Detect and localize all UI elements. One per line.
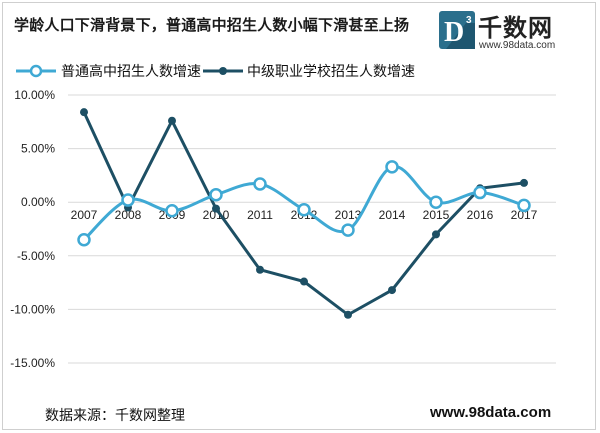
data-point-vocational bbox=[344, 310, 352, 319]
y-tick-label: -15.00% bbox=[10, 356, 55, 370]
x-tick-label: 2015 bbox=[423, 208, 450, 222]
chart-gridlines bbox=[68, 94, 556, 364]
logo-name: 千数网 bbox=[478, 14, 553, 42]
x-tick-label: 2017 bbox=[511, 208, 538, 222]
data-point-vocational bbox=[212, 204, 220, 213]
data-point-high-school bbox=[165, 204, 179, 218]
data-point-high-school bbox=[77, 232, 91, 247]
data-point-high-school bbox=[429, 195, 443, 209]
data-point-high-school bbox=[209, 187, 223, 202]
data-point-high-school bbox=[473, 185, 487, 200]
data-point-vocational bbox=[80, 108, 88, 117]
x-tick-label: 2014 bbox=[379, 208, 406, 222]
legend-marker-high-school bbox=[29, 64, 43, 78]
y-tick-label: 10.00% bbox=[14, 88, 55, 102]
data-point-high-school bbox=[517, 198, 531, 213]
brand-logo: D 3 千数网 www.98data.com bbox=[438, 9, 596, 55]
chart-legend: 普通高中招生人数增速 中级职业学校招生人数增速 bbox=[16, 63, 415, 80]
chart-frame bbox=[2, 2, 596, 430]
x-tick-label: 2011 bbox=[247, 208, 273, 222]
y-tick-label: 0.00% bbox=[21, 195, 55, 209]
y-tick-label: 5.00% bbox=[21, 142, 55, 156]
x-tick-label: 2007 bbox=[71, 208, 98, 222]
x-tick-label: 2013 bbox=[335, 208, 362, 222]
x-tick-label: 2016 bbox=[467, 208, 494, 222]
data-point-vocational bbox=[388, 286, 396, 295]
footer-site-url: www.98data.com bbox=[430, 404, 552, 421]
logo-badge-icon: D 3 bbox=[439, 11, 475, 49]
legend-label-high-school: 普通高中招生人数增速 bbox=[61, 63, 201, 80]
y-axis-ticks: 10.00% 5.00% 0.00% -5.00% -10.00% -15.00% bbox=[10, 88, 55, 370]
logo-badge-sup: 3 bbox=[466, 15, 472, 26]
x-tick-label: 2008 bbox=[115, 208, 142, 222]
y-tick-label: -10.00% bbox=[10, 302, 55, 316]
y-tick-label: -5.00% bbox=[17, 249, 55, 263]
data-point-high-school bbox=[253, 177, 267, 191]
data-point-high-school bbox=[297, 202, 311, 217]
legend-marker-vocational bbox=[219, 67, 227, 75]
chart-title: 学龄人口下滑背景下，普通高中招生人数小幅下滑甚至上扬 bbox=[14, 16, 410, 34]
logo-badge-letter: D bbox=[444, 17, 464, 48]
data-point-vocational bbox=[432, 230, 440, 239]
data-point-high-school bbox=[121, 193, 135, 207]
data-point-vocational bbox=[256, 265, 264, 274]
data-point-vocational bbox=[300, 277, 308, 286]
data-source-note: 数据来源：千数网整理 bbox=[45, 408, 185, 424]
data-point-vocational bbox=[168, 116, 176, 125]
data-point-high-school bbox=[341, 223, 355, 237]
data-point-high-school bbox=[385, 160, 399, 174]
logo-url: www.98data.com bbox=[479, 40, 556, 51]
line-chart: 普通高中招生人数增速 中级职业学校招生人数增速 10.00% 5.00% 0.00% -… bbox=[10, 63, 556, 370]
chart-series bbox=[77, 108, 531, 319]
legend-label-vocational: 中级职业学校招生人数增速 bbox=[247, 63, 415, 80]
data-point-vocational bbox=[520, 178, 528, 187]
